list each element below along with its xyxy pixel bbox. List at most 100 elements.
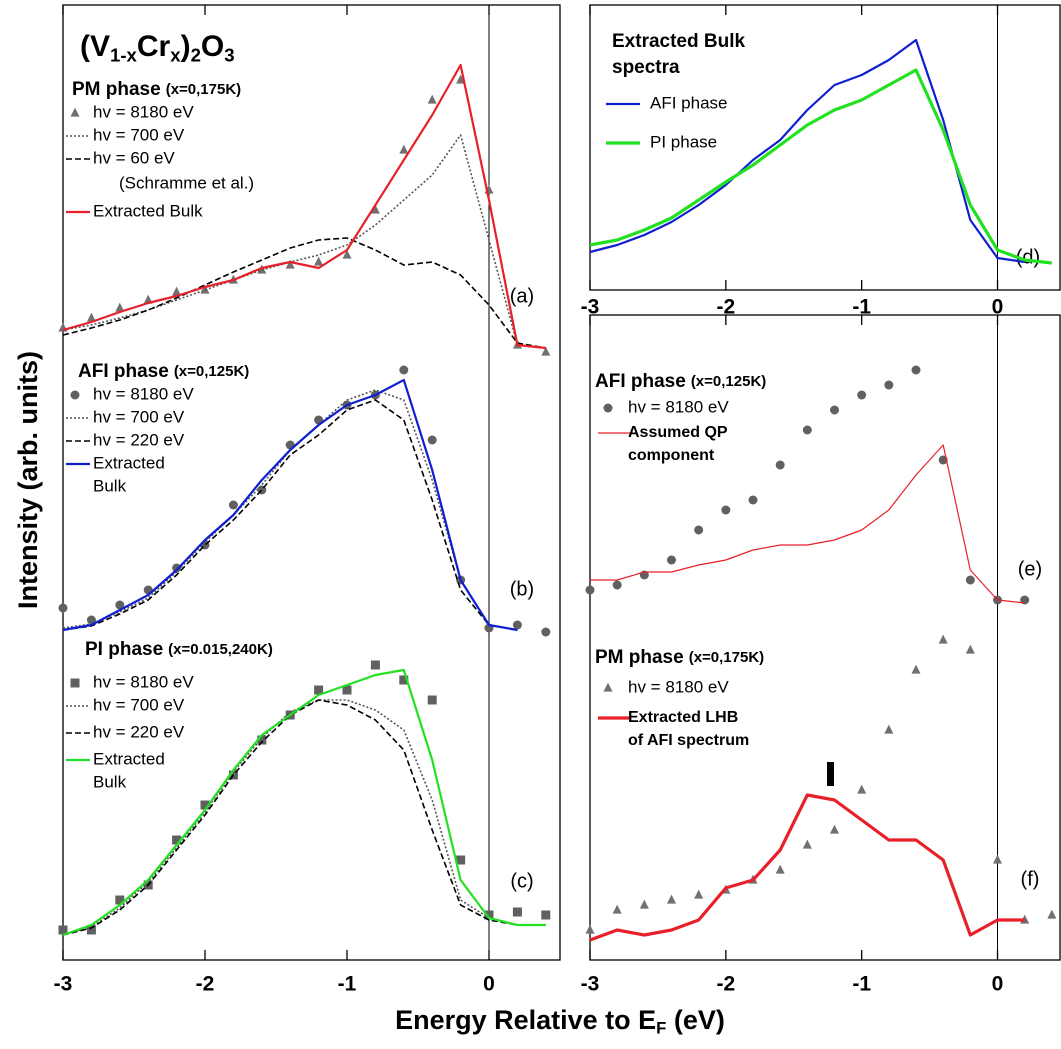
text-part: Energy Relative to E [395, 1005, 656, 1035]
data-line [62, 699, 546, 936]
data-point [1047, 909, 1057, 919]
y-axis-label: Intensity (arb. units) [13, 351, 43, 609]
data-point [86, 615, 96, 625]
data-point [541, 910, 551, 920]
x-tick-label: 0 [483, 973, 495, 996]
phase-note: (x=0,125K) [691, 373, 766, 390]
data-point [938, 634, 948, 644]
data-point [86, 312, 96, 322]
data-point [748, 495, 758, 505]
data-point [115, 302, 125, 312]
legend-label: hv = 700 eV [93, 407, 185, 426]
data-point [115, 895, 125, 905]
phase-name: PM phase [595, 647, 684, 668]
phase-name: PI phase [85, 639, 163, 660]
legend-label: Extracted LHB [628, 709, 738, 726]
data-point [802, 839, 812, 849]
data-point [830, 405, 840, 415]
x-tick-label: -2 [716, 296, 735, 319]
x-tick-label: -1 [338, 973, 357, 996]
data-line [62, 63, 546, 350]
data-point [172, 835, 182, 845]
phase-note: (x=0,175K) [166, 81, 241, 98]
panel-label: (b) [510, 578, 534, 600]
peak-marker [827, 762, 834, 786]
data-point [802, 425, 812, 435]
legend-label: hv = 60 eV [93, 148, 175, 167]
x-tick-label: 0 [992, 973, 1004, 996]
legend-marker [70, 678, 80, 688]
data-point [512, 620, 522, 630]
data-line [62, 668, 546, 937]
x-tick-label: -2 [196, 973, 215, 996]
legend-label: PI phase [650, 132, 717, 151]
text-part: O [201, 30, 224, 63]
legend-label: Extracted Bulk [93, 201, 203, 220]
text-part: ) [181, 30, 191, 63]
text-part: F [656, 1019, 666, 1038]
data-point [639, 899, 649, 909]
data-point [200, 800, 210, 810]
legend-label: AFI phase [650, 93, 728, 112]
data-point [370, 660, 380, 670]
data-point [993, 854, 1003, 864]
panel-label: (a) [510, 285, 534, 307]
data-point [911, 365, 921, 375]
panel-label: (e) [1018, 558, 1042, 580]
legend-marker [70, 107, 80, 117]
data-point [342, 249, 352, 259]
data-point [257, 735, 267, 745]
legend-label: hv = 8180 eV [93, 672, 194, 691]
data-line [62, 699, 546, 936]
legend-label: Bulk [93, 476, 127, 495]
data-point [667, 555, 677, 565]
legend-label: hv = 220 eV [93, 430, 185, 449]
x-tick-label: -1 [852, 973, 871, 996]
data-point [370, 204, 380, 214]
phase-name: AFI phase [78, 361, 169, 382]
data-point [172, 286, 182, 296]
data-point [456, 74, 466, 84]
plot-frame [62, 4, 561, 961]
data-point [612, 580, 622, 590]
data-point [228, 500, 238, 510]
data-point [857, 784, 867, 794]
panel-label: (f) [1021, 868, 1040, 890]
phase-name: AFI phase [595, 371, 686, 392]
text-part: 3 [224, 44, 234, 65]
legend-label: hv = 8180 eV [628, 397, 729, 416]
data-point [911, 664, 921, 674]
panel-label: (d) [1016, 246, 1040, 268]
data-point [694, 889, 704, 899]
x-tick-label: 0 [992, 296, 1004, 319]
legend-label: hv = 8180 eV [93, 102, 194, 121]
data-point [667, 894, 677, 904]
data-point [830, 824, 840, 834]
data-point [612, 904, 622, 914]
phase-label: PI phase (x=0.015,240K) [85, 639, 273, 660]
phase-note: (x=0.015,240K) [168, 641, 273, 658]
data-point [884, 380, 894, 390]
data-point [314, 256, 324, 266]
data-point [694, 525, 704, 535]
x-tick-label: -3 [581, 973, 600, 996]
data-line [62, 237, 546, 349]
legend-label: component [628, 447, 715, 464]
text-part: 2 [191, 44, 201, 65]
legend-note: (Schramme et al.) [119, 173, 254, 192]
data-point [399, 365, 409, 375]
data-point [585, 924, 595, 934]
data-line [589, 68, 1052, 265]
text-part: x [170, 44, 181, 65]
x-tick-label: -1 [852, 296, 871, 319]
data-point [456, 855, 466, 865]
text-part: (eV) [666, 1005, 725, 1035]
data-point [342, 685, 352, 695]
plot-frame [589, 314, 1061, 961]
legend-title: spectra [612, 57, 680, 78]
plot-frame [589, 4, 1061, 291]
data-point [484, 910, 494, 920]
data-point [115, 600, 125, 610]
x-tick-label: -2 [716, 973, 735, 996]
